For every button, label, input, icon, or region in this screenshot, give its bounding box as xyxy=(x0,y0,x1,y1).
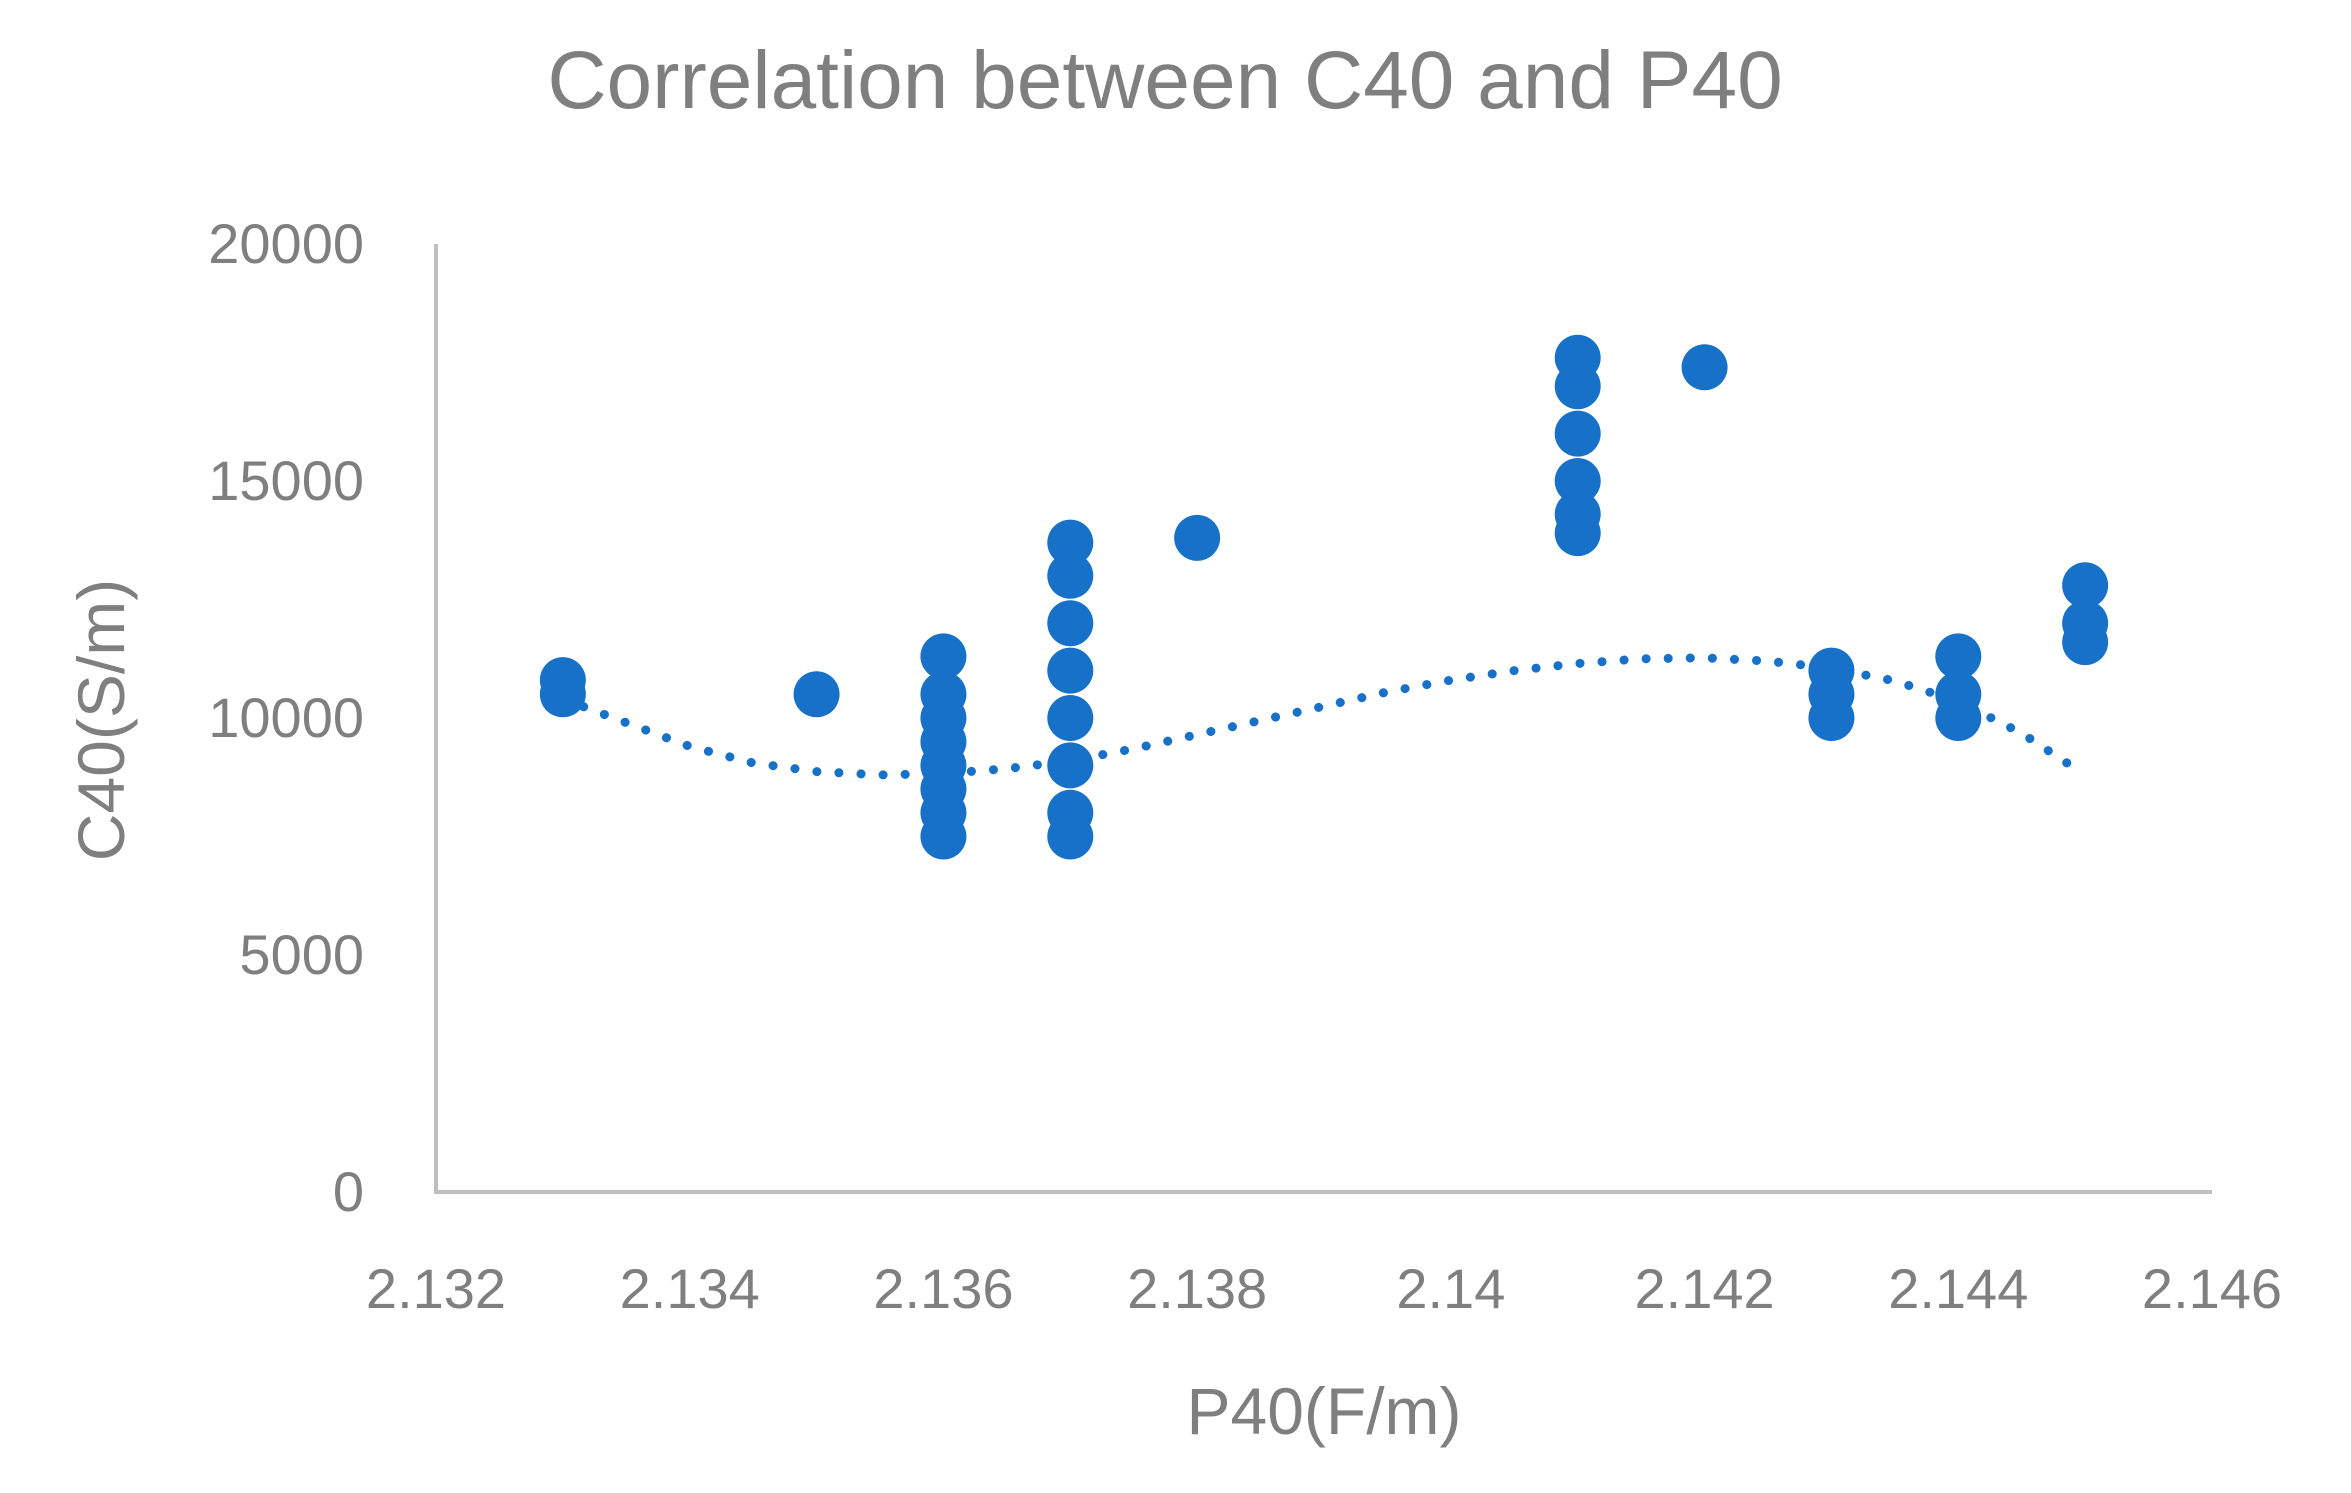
chart-title: Correlation between C40 and P40 xyxy=(547,35,1782,126)
data-point xyxy=(1554,510,1601,557)
y-tick-labels: 0 5000 10000 15000 20000 xyxy=(208,212,364,1223)
data-point xyxy=(920,633,967,680)
data-point xyxy=(1808,695,1855,741)
trendline xyxy=(558,653,2090,780)
y-tick-label: 5000 xyxy=(239,923,364,986)
x-tick-labels: 2.132 2.134 2.136 2.138 2.14 2.142 2.144 2.146 xyxy=(366,1257,2282,1320)
data-point xyxy=(920,813,967,860)
y-axis-title: C40(S/m) xyxy=(64,579,138,861)
data-point xyxy=(1047,647,1094,694)
y-tick-label: 10000 xyxy=(208,686,364,749)
data-point xyxy=(1174,514,1221,561)
data-point xyxy=(1047,742,1094,789)
data-points-layer xyxy=(539,334,2109,860)
trendline-layer xyxy=(558,653,2090,780)
x-tick-label: 2.138 xyxy=(1127,1257,1267,1320)
data-point xyxy=(2062,619,2109,666)
data-point xyxy=(2062,562,2109,609)
x-tick-label: 2.146 xyxy=(2142,1257,2282,1320)
data-point xyxy=(1047,695,1094,741)
y-tick-label: 15000 xyxy=(208,449,364,512)
x-tick-label: 2.134 xyxy=(620,1257,760,1320)
x-axis-title: P40(F/m) xyxy=(1186,1374,1461,1448)
data-point xyxy=(1554,410,1601,457)
x-tick-label: 2.132 xyxy=(366,1257,506,1320)
x-tick-label: 2.144 xyxy=(1888,1257,2028,1320)
data-point xyxy=(793,671,840,718)
x-tick-label: 2.142 xyxy=(1635,1257,1775,1320)
y-tick-label: 0 xyxy=(333,1160,364,1223)
x-tick-label: 2.14 xyxy=(1396,1257,1505,1320)
data-point xyxy=(1047,813,1094,860)
data-point xyxy=(1047,519,1094,566)
data-point xyxy=(1554,458,1601,504)
data-point xyxy=(1935,695,1982,741)
plot-area xyxy=(434,244,2212,1194)
data-point xyxy=(1047,552,1094,599)
x-tick-label: 2.136 xyxy=(873,1257,1013,1320)
data-point xyxy=(1935,633,1982,680)
data-point xyxy=(1554,363,1601,410)
data-point xyxy=(1047,600,1094,647)
data-point xyxy=(1681,344,1728,391)
y-tick-label: 20000 xyxy=(208,212,364,275)
data-point xyxy=(539,657,586,704)
